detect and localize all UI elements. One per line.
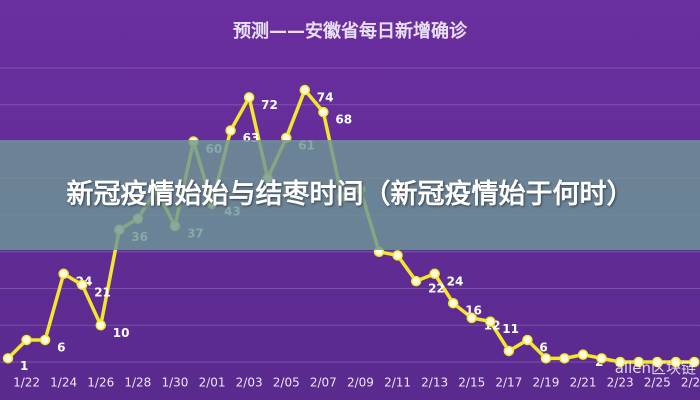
data-point	[429, 268, 440, 280]
data-point	[633, 356, 644, 368]
data-point	[39, 334, 51, 346]
data-label: 10	[113, 326, 130, 340]
data-label: 68	[335, 113, 352, 127]
data-point	[392, 250, 403, 261]
data-point	[95, 320, 106, 331]
banner: 新冠疫情始始与结枣时间（新冠疫情始于何时）	[0, 140, 700, 250]
data-label: 24	[447, 274, 464, 288]
data-point	[466, 312, 477, 324]
data-point	[76, 279, 88, 291]
data-point	[652, 356, 663, 368]
x-tick-label: 1/30	[161, 376, 188, 390]
data-label: 72	[261, 98, 278, 112]
data-label: 21	[94, 285, 111, 299]
x-tick-label: 2/21	[570, 376, 597, 390]
x-tick-label: 1/22	[13, 376, 40, 390]
x-tick-label: 2/09	[347, 376, 374, 390]
x-tick-label: 2/17	[495, 376, 522, 390]
data-point	[503, 345, 515, 357]
banner-text: 新冠疫情始始与结枣时间（新冠疫情始于何时）	[66, 179, 634, 210]
data-point	[577, 349, 589, 360]
data-point	[299, 84, 311, 96]
data-point	[225, 125, 236, 136]
data-point	[21, 334, 32, 346]
data-label: 6	[539, 340, 547, 354]
data-point	[670, 356, 682, 368]
data-point	[485, 316, 496, 327]
data-point	[522, 334, 533, 346]
x-tick-label: 2/15	[458, 376, 485, 390]
x-tick-label: 2/19	[532, 376, 559, 390]
data-point	[318, 106, 329, 118]
data-label: 74	[317, 91, 334, 105]
x-tick-label: 2/07	[310, 376, 337, 390]
data-point	[559, 353, 570, 364]
watermark: allen区块链	[614, 359, 696, 377]
data-label: 22	[428, 282, 445, 296]
x-tick-label: 2/23	[607, 376, 634, 390]
data-point	[540, 353, 552, 364]
data-point	[410, 275, 422, 287]
x-tick-label: 2/25	[644, 376, 671, 390]
x-tick-label: 1/28	[124, 376, 151, 390]
data-point	[58, 268, 69, 280]
x-tick-label: 2/11	[384, 376, 411, 390]
x-tick-label: 2/05	[273, 376, 300, 390]
x-tick-label: 2/03	[236, 376, 263, 390]
data-label: 11	[502, 322, 519, 336]
x-tick-label: 1/26	[87, 376, 114, 390]
data-label: 1	[20, 359, 28, 373]
x-tick-label: 2/01	[199, 376, 226, 390]
x-tick-label: 2/27	[681, 376, 700, 390]
data-label: 6	[57, 340, 65, 354]
chart-title: 预测——安徽省每日新增确诊	[233, 20, 468, 42]
x-tick-label: 1/24	[50, 376, 77, 390]
data-point	[447, 297, 459, 309]
data-point	[614, 356, 626, 368]
x-tick-label: 2/13	[421, 376, 448, 390]
data-point	[2, 353, 14, 364]
data-point	[689, 356, 700, 368]
data-point	[596, 353, 607, 364]
data-point	[243, 92, 255, 103]
